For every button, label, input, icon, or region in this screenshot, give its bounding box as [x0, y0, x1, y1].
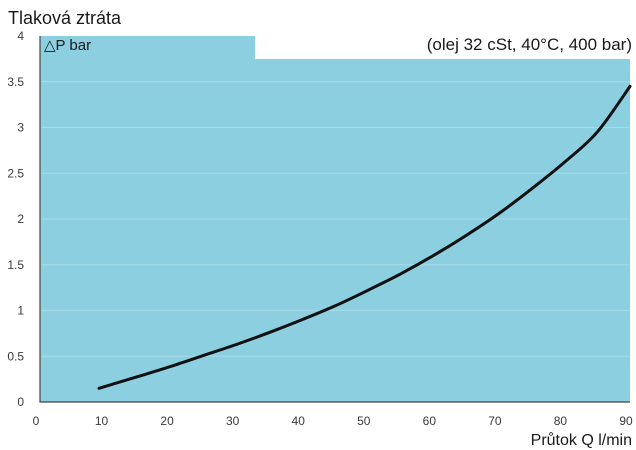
chart-title: Tlaková ztráta [8, 8, 122, 28]
y-tick-label: 1.5 [7, 258, 24, 272]
x-tick-label: 60 [423, 414, 437, 428]
y-axis-label: △P bar [44, 37, 91, 54]
series-group [97, 84, 632, 390]
y-tick-label: 0 [17, 395, 24, 409]
x-axis-label: Průtok Q l/min [531, 431, 632, 449]
x-tick-label: 50 [357, 414, 371, 428]
x-tick-label: 70 [488, 414, 502, 428]
x-tick-label: 0 [33, 414, 40, 428]
y-tick-label: 3.5 [7, 75, 24, 89]
x-tick-label: 30 [226, 414, 240, 428]
x-tick-labels-group: 0 10 20 30 40 50 60 70 80 90 [33, 414, 633, 428]
plot-area-group [40, 31, 636, 402]
conditions-note-background [255, 31, 636, 59]
x-tick-label: 20 [160, 414, 174, 428]
axis-frame [39, 36, 630, 403]
y-tick-label: 1 [17, 304, 24, 318]
x-tick-label: 90 [619, 414, 633, 428]
y-tick-label: 4 [17, 29, 24, 43]
y-tick-label: 3 [17, 121, 24, 135]
grid-lines-group [39, 36, 630, 403]
x-tick-label: 40 [292, 414, 306, 428]
y-tick-label: 2 [17, 212, 24, 226]
y-tick-label: 0.5 [7, 349, 24, 363]
series-line-pressure-loss [97, 84, 632, 390]
y-tick-label: 2.5 [7, 166, 24, 180]
x-tick-label: 10 [95, 414, 109, 428]
x-tick-label: 80 [554, 414, 568, 428]
chart-conditions-note: (olej 32 cSt, 40°C, 400 bar) [427, 35, 632, 54]
y-tick-labels-group: 0 0.5 1 1.5 2 2.5 3 3.5 4 [7, 29, 24, 409]
